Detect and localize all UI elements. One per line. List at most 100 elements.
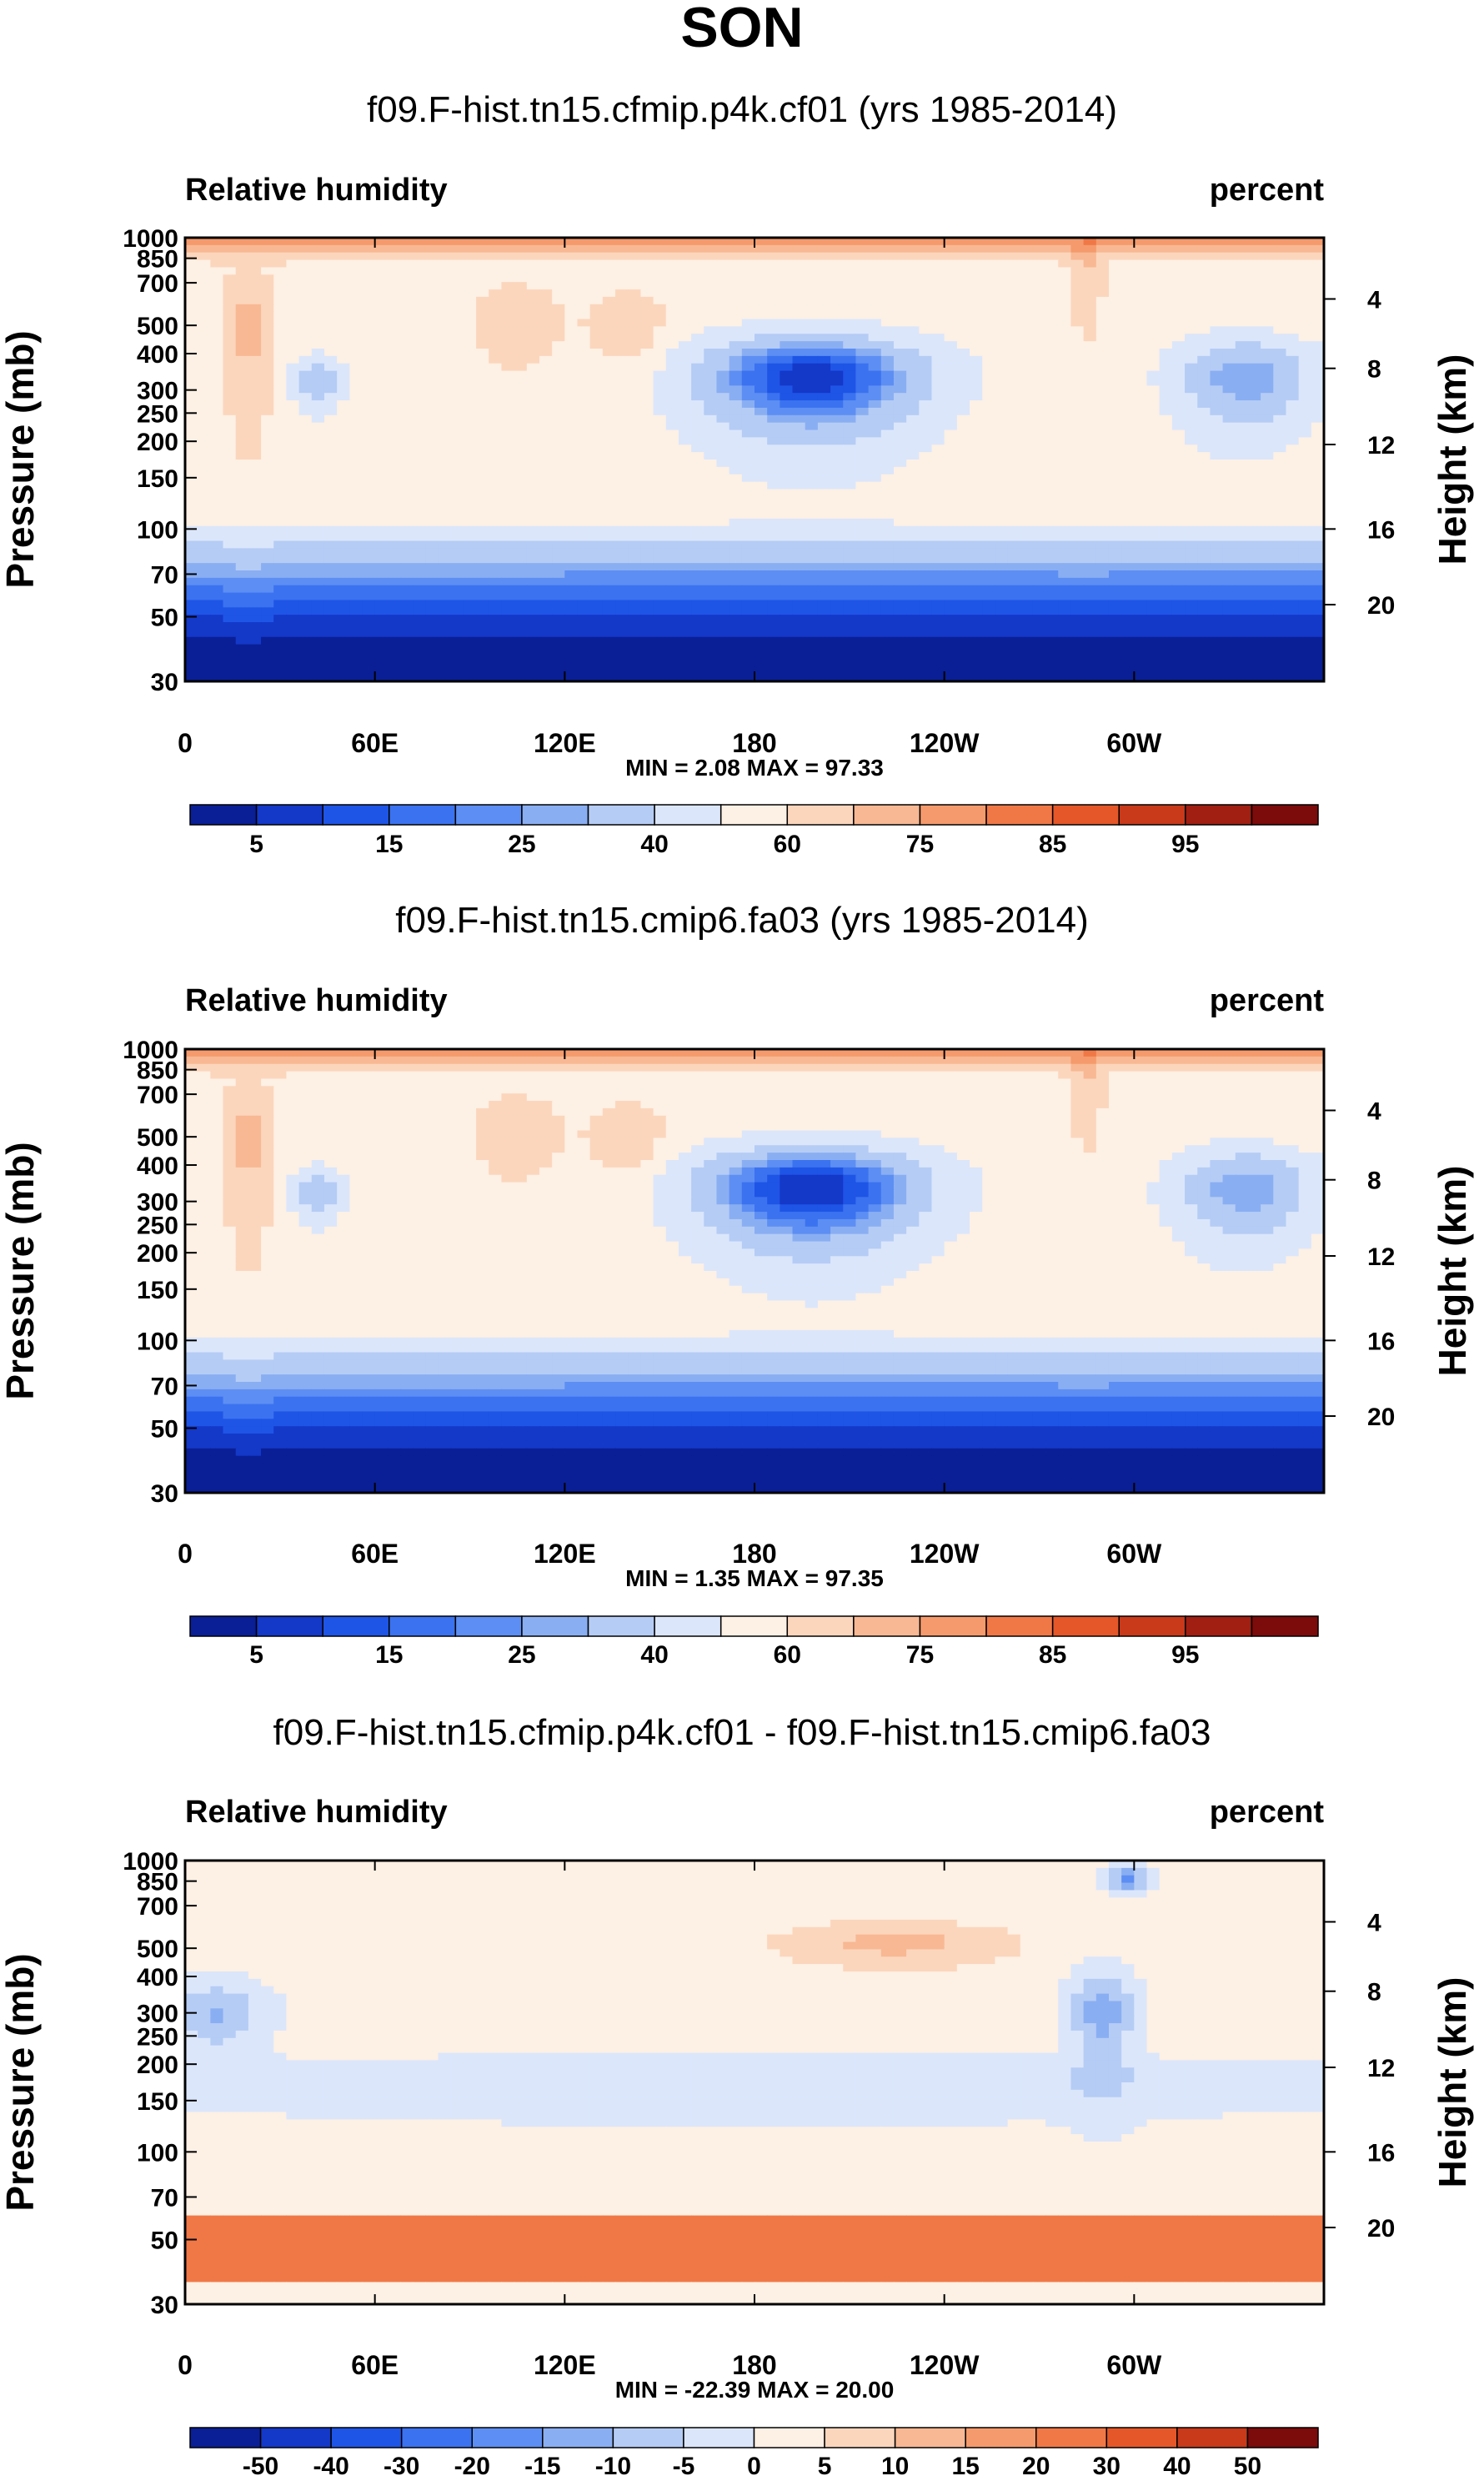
contour-cell (1032, 615, 1046, 623)
contour-cell (185, 259, 198, 269)
contour-cell (185, 607, 198, 615)
contour-cell (665, 341, 679, 349)
contour-cell (665, 452, 679, 460)
contour-cell (868, 452, 882, 460)
contour-cell (1159, 452, 1173, 460)
contour-cell (552, 466, 565, 475)
contour-cell (235, 244, 249, 254)
contour-cell (1146, 577, 1161, 586)
contour-cell (1134, 334, 1148, 342)
contour-cell (970, 378, 983, 386)
contour-cell (337, 466, 350, 475)
contour-cell (1134, 282, 1148, 290)
contour-cell (1020, 334, 1034, 342)
contour-cell (1197, 244, 1211, 254)
contour-cell (450, 452, 464, 460)
contour-cell (792, 385, 806, 394)
contour-cell (589, 466, 604, 475)
contour-cell (755, 296, 768, 305)
contour-cell (552, 511, 565, 520)
contour-cell (400, 481, 414, 490)
contour-cell (577, 282, 591, 290)
contour-cell (298, 481, 313, 490)
contour-cell (1083, 437, 1097, 445)
contour-cell (1045, 238, 1059, 246)
contour-cell (805, 548, 819, 556)
contour-cell (564, 518, 579, 527)
contour-cell (235, 592, 249, 601)
contour-cell (185, 481, 198, 490)
contour-cell (805, 304, 819, 313)
contour-cell (805, 481, 819, 490)
contour-cell (273, 460, 288, 468)
contour-cell (589, 444, 604, 453)
contour-cell (982, 267, 995, 275)
contour-cell (273, 644, 288, 653)
contour-cell (653, 563, 667, 571)
contour-cell (539, 422, 553, 431)
contour-cell (273, 429, 288, 438)
contour-cell (640, 393, 654, 401)
contour-cell (1171, 274, 1186, 283)
contour-cell (995, 414, 1009, 424)
contour-cell (1298, 311, 1312, 320)
contour-cell (893, 289, 907, 298)
contour-cell (425, 349, 439, 357)
contour-cell (755, 289, 768, 298)
contour-cell (273, 422, 288, 431)
contour-cell (678, 429, 692, 438)
contour-cell (653, 489, 667, 497)
contour-cell (450, 615, 464, 623)
contour-cell (1146, 496, 1161, 505)
contour-cell (463, 341, 477, 349)
contour-cell (1235, 282, 1249, 290)
contour-cell (185, 363, 198, 372)
contour-cell (868, 259, 882, 269)
contour-cell (792, 407, 806, 416)
contour-cell (323, 644, 338, 653)
contour-cell (615, 385, 629, 394)
contour-cell (1007, 274, 1021, 283)
contour-cell (843, 289, 857, 298)
contour-cell (640, 238, 654, 246)
contour-cell (210, 474, 224, 483)
contour-cell (716, 326, 730, 334)
contour-cell (425, 629, 439, 638)
contour-cell (830, 370, 844, 379)
contour-cell (1247, 592, 1261, 601)
contour-cell (552, 644, 565, 653)
contour-cell (640, 363, 654, 372)
contour-cell (1185, 267, 1198, 275)
contour-cell (956, 334, 970, 342)
contour-cell (413, 304, 426, 313)
contour-cell (1171, 407, 1186, 416)
contour-cell (298, 592, 313, 601)
contour-cell (198, 326, 211, 334)
contour-cell (501, 452, 515, 460)
contour-cell (1070, 437, 1085, 445)
contour-cell (476, 489, 489, 497)
contour-cell (349, 504, 363, 512)
contour-cell (995, 311, 1009, 320)
contour-cell (970, 504, 983, 512)
contour-cell (1083, 311, 1097, 320)
contour-cell (704, 422, 718, 431)
contour-cell (817, 407, 831, 416)
contour-cell (640, 548, 654, 556)
contour-cell (843, 540, 857, 549)
contour-cell (387, 452, 401, 460)
contour-cell (425, 311, 439, 320)
contour-cell (628, 563, 641, 571)
contour-cell (893, 615, 907, 623)
contour-cell (1235, 304, 1249, 313)
contour-cell (919, 385, 933, 394)
contour-cell (1146, 615, 1161, 623)
contour-cell (704, 349, 718, 357)
contour-cell (1210, 496, 1224, 505)
contour-cell (323, 615, 338, 623)
contour-cell (1311, 592, 1324, 601)
contour-cell (298, 252, 313, 261)
contour-cell (665, 422, 679, 431)
contour-cell (273, 252, 288, 261)
contour-cell (1070, 540, 1085, 549)
